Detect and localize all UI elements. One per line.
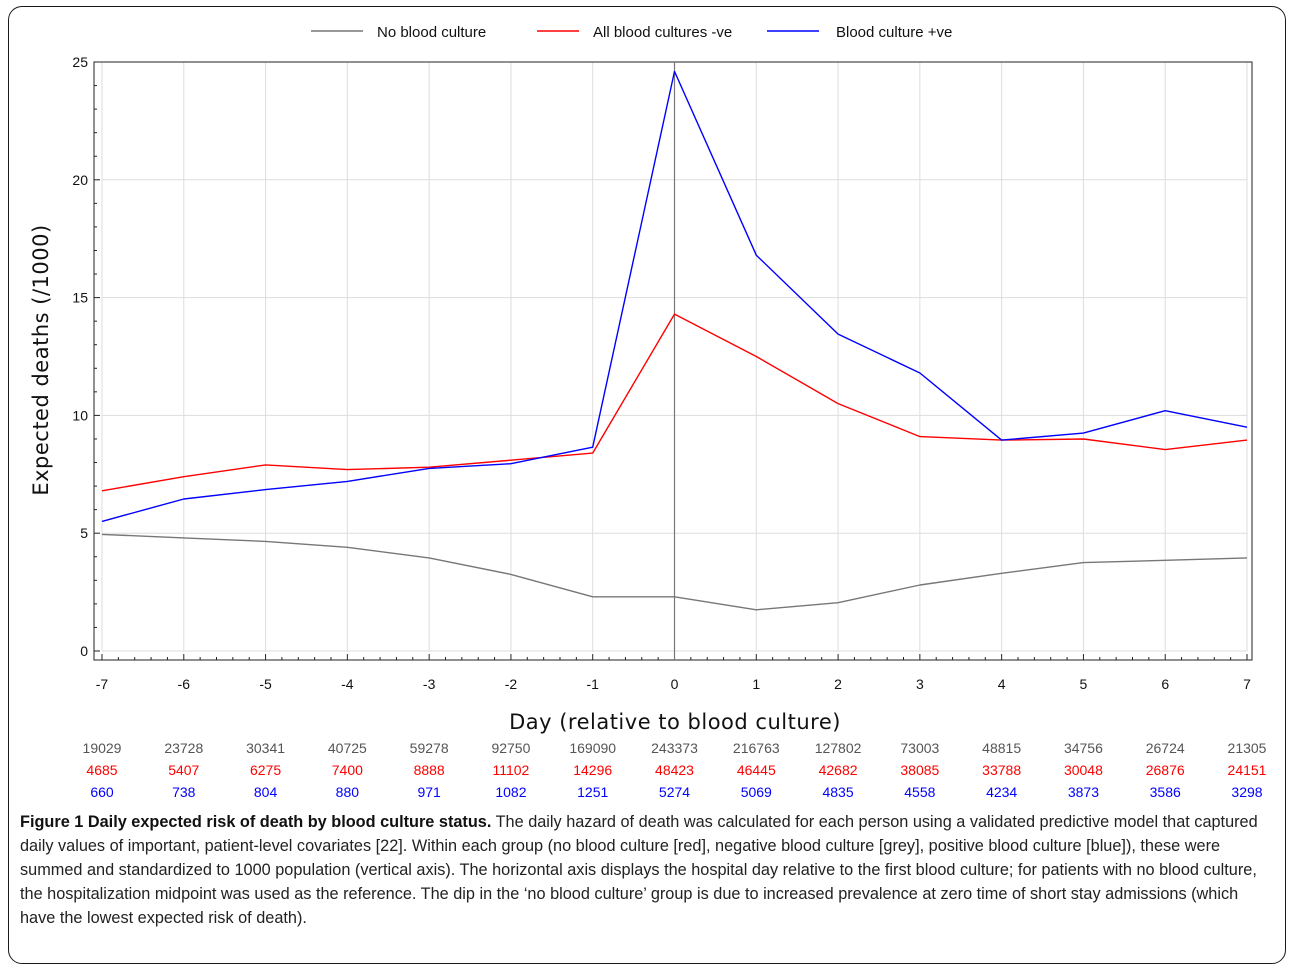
x-tick-label: -5 — [259, 676, 272, 692]
legend-label-1: All blood cultures -ve — [593, 24, 732, 41]
count-cell: 5274 — [659, 784, 690, 800]
count-cell: 8888 — [414, 762, 445, 778]
count-cell: 23728 — [164, 740, 203, 756]
count-cell: 971 — [417, 784, 441, 800]
count-cell: 216763 — [733, 740, 780, 756]
figure-caption: Figure 1 Daily expected risk of death by… — [20, 810, 1276, 930]
series-line-1 — [101, 313, 1248, 492]
count-cell: 48423 — [655, 762, 694, 778]
count-cell: 4234 — [986, 784, 1017, 800]
x-tick-label: 0 — [671, 676, 679, 692]
count-cell: 4685 — [86, 762, 117, 778]
legend-label-2: Blood culture +ve — [836, 24, 952, 41]
count-cell: 48815 — [982, 740, 1021, 756]
count-cell: 4558 — [904, 784, 935, 800]
count-cell: 4835 — [822, 784, 853, 800]
count-cell: 7400 — [332, 762, 363, 778]
count-cell: 92750 — [491, 740, 530, 756]
x-tick-label: 1 — [752, 676, 760, 692]
count-cell: 738 — [172, 784, 196, 800]
count-cell: 59278 — [410, 740, 449, 756]
count-cell: 5407 — [168, 762, 199, 778]
count-cell: 243373 — [651, 740, 698, 756]
y-axis-title: Expected deaths (/1000) — [29, 224, 53, 495]
figure-frame — [8, 6, 1286, 964]
plot-frame — [93, 61, 1253, 661]
y-tick-label: 15 — [72, 290, 88, 306]
x-tick-label: 3 — [916, 676, 924, 692]
count-cell: 3873 — [1068, 784, 1099, 800]
x-tick-label: 2 — [834, 676, 842, 692]
count-cell: 73003 — [900, 740, 939, 756]
count-cell: 40725 — [328, 740, 367, 756]
count-cell: 1251 — [577, 784, 608, 800]
caption-title: Figure 1 Daily expected risk of death by… — [20, 813, 492, 831]
count-cell: 30341 — [246, 740, 285, 756]
x-axis-title: Day (relative to blood culture) — [509, 710, 841, 734]
legend-label-0: No blood culture — [377, 24, 486, 41]
count-cell: 6275 — [250, 762, 281, 778]
count-cell: 169090 — [569, 740, 616, 756]
y-tick-label: 0 — [80, 643, 88, 659]
series-line-0 — [101, 533, 1248, 611]
y-tick-label: 10 — [72, 407, 88, 423]
chart-series — [101, 70, 1248, 611]
x-tick-label: 7 — [1243, 676, 1251, 692]
x-tick-label: -3 — [423, 676, 436, 692]
count-cell: 38085 — [900, 762, 939, 778]
count-cell: 26876 — [1146, 762, 1185, 778]
x-tick-label: -4 — [341, 676, 354, 692]
x-tick-label: -1 — [586, 676, 599, 692]
count-cell: 5069 — [741, 784, 772, 800]
count-cell: 11102 — [492, 762, 529, 778]
count-cell: 127802 — [815, 740, 862, 756]
count-cell: 880 — [336, 784, 360, 800]
count-cell: 14296 — [573, 762, 612, 778]
x-tick-label: 6 — [1161, 676, 1169, 692]
y-tick-label: 5 — [80, 525, 88, 541]
count-cell: 804 — [254, 784, 278, 800]
x-tick-label: 4 — [998, 676, 1006, 692]
count-cell: 19029 — [83, 740, 122, 756]
count-cell: 21305 — [1228, 740, 1267, 756]
count-cell: 33788 — [982, 762, 1021, 778]
caption-body: The daily hazard of death was calculated… — [20, 813, 1258, 927]
chart-legend: No blood culture All blood cultures -ve Bl… — [311, 24, 952, 41]
count-cell: 24151 — [1228, 762, 1267, 778]
x-tick-label: -7 — [96, 676, 109, 692]
y-tick-label: 20 — [72, 172, 88, 188]
count-table: 19029 23728 30341 40725 59278 92750 169090 2433… — [83, 740, 1267, 800]
count-cell: 660 — [90, 784, 114, 800]
count-cell: 3586 — [1150, 784, 1181, 800]
count-cell: 42682 — [819, 762, 858, 778]
count-cell: 26724 — [1146, 740, 1185, 756]
count-cell: 46445 — [737, 762, 776, 778]
count-cell: 3298 — [1231, 784, 1262, 800]
y-tick-label: 25 — [72, 54, 88, 70]
count-cell: 30048 — [1064, 762, 1103, 778]
series-line-2 — [101, 70, 1248, 523]
x-tick-label: -2 — [505, 676, 518, 692]
x-tick-label: 5 — [1080, 676, 1088, 692]
x-tick-label: -6 — [178, 676, 191, 692]
count-cell: 1082 — [495, 784, 526, 800]
line-chart: No blood culture All blood cultures -ve Bl… — [29, 24, 1267, 800]
chart-axes: 0 5 10 15 20 25 -7 -6 -5 -4 -3 -2 -1 0 1 2 3 4 5 6 7 — [72, 54, 1253, 692]
count-cell: 34756 — [1064, 740, 1103, 756]
